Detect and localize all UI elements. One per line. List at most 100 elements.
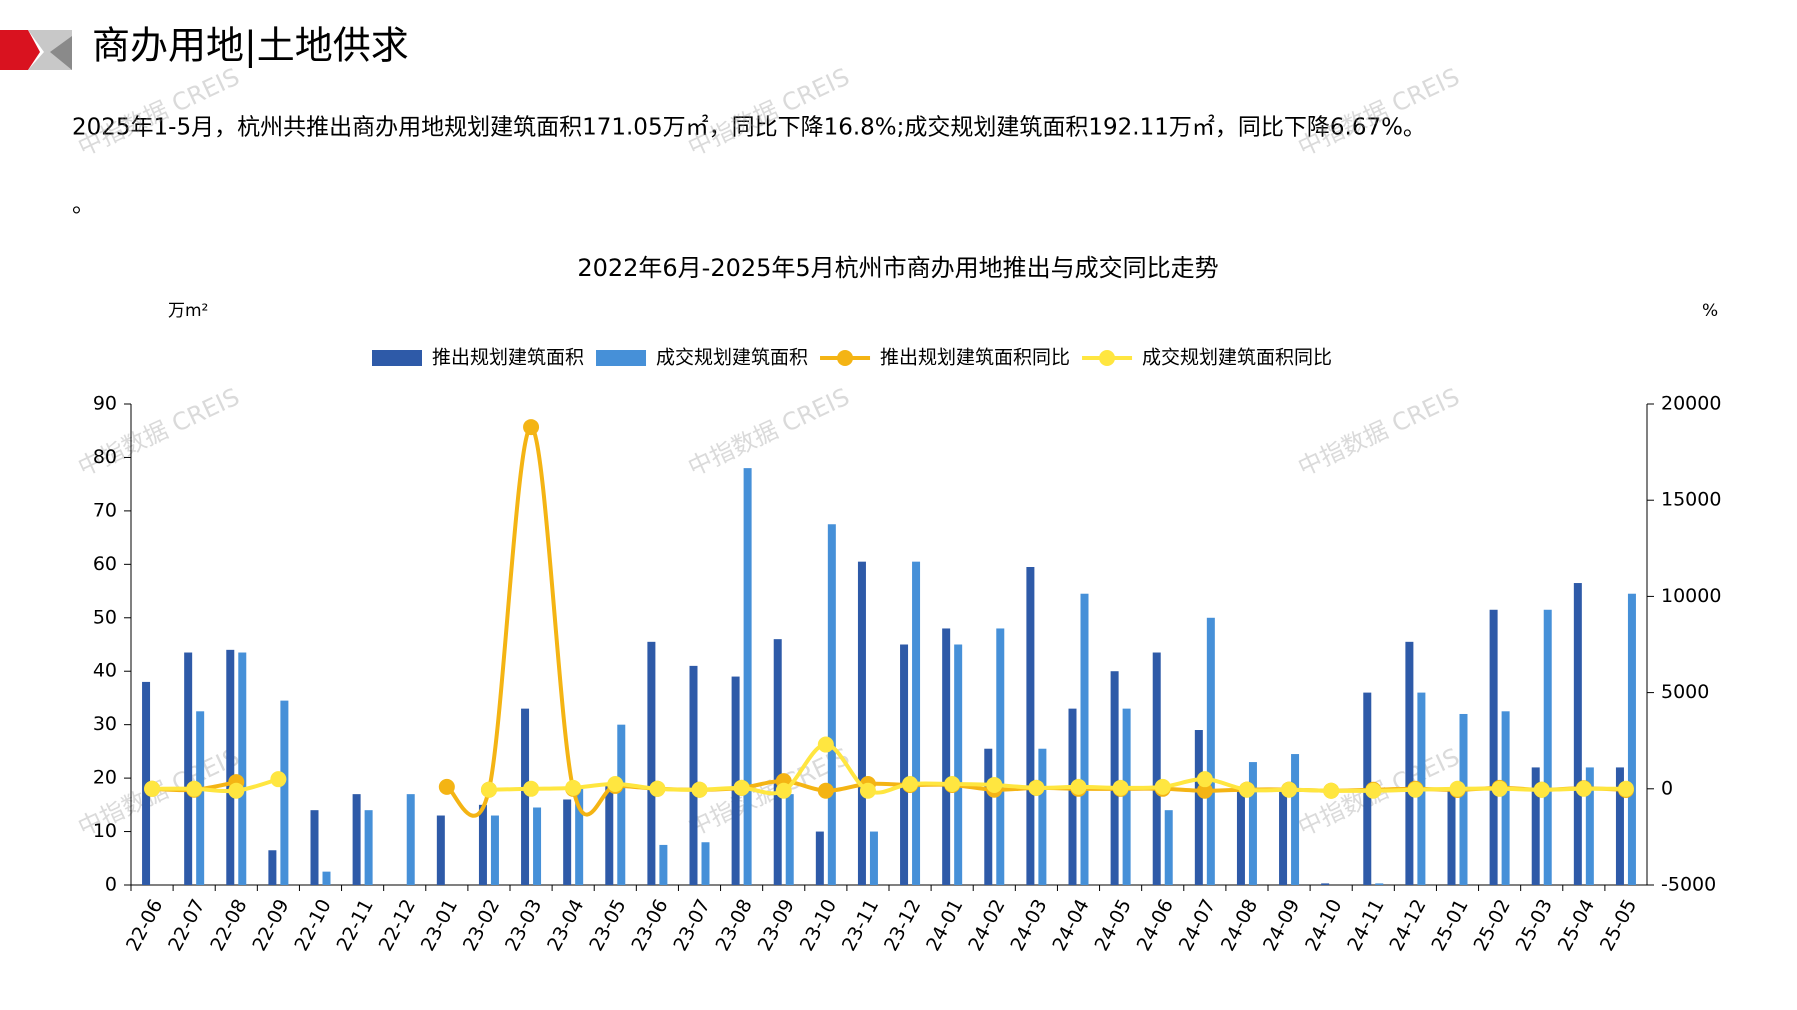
- bar: [1068, 708, 1077, 885]
- bar: [689, 665, 698, 885]
- bar: [773, 639, 782, 885]
- watermark: 中指数据 CREIS: [74, 63, 244, 162]
- marker: [649, 780, 666, 797]
- x-tick-label: 23-05: [585, 896, 630, 955]
- bar: [364, 810, 373, 885]
- marker: [944, 775, 961, 792]
- marker: [1491, 780, 1508, 797]
- legend-label: 成交规划建筑面积: [656, 347, 808, 369]
- x-tick-label: 24-02: [964, 896, 1009, 955]
- y-tick-label: 50: [93, 606, 117, 628]
- watermark: 中指数据 CREIS: [1294, 383, 1464, 482]
- legend-swatch: [596, 350, 647, 366]
- bar: [743, 468, 752, 885]
- x-tick-label: 25-03: [1512, 896, 1557, 955]
- marker: [1533, 781, 1550, 798]
- logo-dark: [50, 36, 72, 70]
- bar: [1236, 788, 1245, 885]
- bar: [647, 641, 656, 885]
- y2-axis-unit: %: [1702, 301, 1718, 321]
- bar: [1459, 713, 1468, 885]
- bar: [1321, 883, 1330, 885]
- x-tick-label: 25-05: [1596, 896, 1641, 955]
- marker: [607, 775, 624, 792]
- y2-tick-label: 5000: [1661, 681, 1709, 703]
- x-tick-label: 24-12: [1385, 896, 1430, 955]
- y2-tick-label: 15000: [1661, 489, 1721, 511]
- marker: [1112, 779, 1129, 796]
- page-title: 商办用地|土地供求: [92, 24, 409, 69]
- y-tick-label: 30: [93, 713, 117, 735]
- bar: [954, 644, 963, 885]
- bar: [1501, 711, 1510, 885]
- legend-label: 成交规划建筑面积同比: [1142, 347, 1332, 369]
- bar: [605, 783, 614, 885]
- x-tick-label: 24-07: [1175, 896, 1220, 955]
- bar: [1164, 810, 1173, 885]
- legend-label: 推出规划建筑面积: [432, 347, 584, 369]
- y-tick-label: 60: [93, 553, 117, 575]
- bar: [984, 748, 993, 885]
- marker: [1575, 780, 1592, 797]
- marker: [859, 782, 876, 799]
- y2-tick-label: 10000: [1661, 585, 1721, 607]
- x-tick-label: 23-09: [754, 896, 799, 955]
- bar: [1573, 583, 1582, 885]
- bar: [533, 807, 542, 885]
- x-tick-label: 23-07: [669, 896, 714, 955]
- marker: [1154, 778, 1171, 795]
- x-tick-label: 22-09: [248, 896, 293, 955]
- logo-red: [0, 30, 40, 70]
- bar: [912, 561, 921, 885]
- x-tick-label: 22-06: [122, 896, 167, 955]
- bar: [184, 652, 193, 885]
- x-tick-label: 24-01: [922, 896, 967, 955]
- x-tick-label: 23-06: [627, 896, 672, 955]
- bar: [436, 815, 445, 885]
- bar: [701, 842, 710, 885]
- marker: [1196, 782, 1213, 799]
- bar: [478, 804, 487, 885]
- bar: [563, 799, 572, 885]
- bar: [406, 794, 415, 885]
- marker: [775, 782, 792, 799]
- x-tick-label: 23-02: [459, 896, 504, 955]
- x-tick-label: 22-12: [375, 896, 420, 955]
- bar: [1122, 708, 1131, 885]
- bar: [1585, 767, 1594, 885]
- marker: [523, 419, 540, 436]
- bar: [1291, 754, 1300, 885]
- bar: [226, 649, 235, 885]
- bar: [659, 844, 668, 885]
- x-tick-label: 22-10: [290, 896, 335, 955]
- y-tick-label: 40: [93, 660, 117, 682]
- bar: [142, 681, 151, 885]
- marker: [733, 779, 750, 796]
- summary: 2025年1-5月，杭州共推出商办用地规划建筑面积171.05万㎡，同比下降16…: [72, 115, 1426, 141]
- marker: [1449, 780, 1466, 797]
- bar: [1531, 767, 1540, 885]
- legend-swatch: [1099, 350, 1116, 366]
- bar: [1206, 617, 1215, 885]
- bar: [310, 810, 319, 885]
- x-tick-label: 24-08: [1217, 896, 1262, 955]
- bar: [942, 628, 951, 885]
- marker: [270, 771, 287, 788]
- x-tick-label: 24-04: [1048, 896, 1093, 955]
- bar: [1194, 730, 1203, 885]
- marker: [1365, 782, 1382, 799]
- x-tick-label: 24-06: [1133, 896, 1178, 955]
- marker: [523, 780, 540, 797]
- bar: [827, 524, 836, 885]
- x-tick-label: 23-12: [880, 896, 925, 955]
- bar: [1110, 671, 1119, 885]
- marker: [1196, 771, 1213, 788]
- marker: [480, 781, 497, 798]
- x-tick-label: 25-01: [1427, 896, 1472, 955]
- y-tick-label: 20: [93, 767, 117, 789]
- x-tick-label: 25-04: [1554, 896, 1599, 955]
- bar: [1405, 641, 1414, 885]
- bar: [521, 708, 530, 885]
- x-tick-label: 22-11: [333, 896, 378, 955]
